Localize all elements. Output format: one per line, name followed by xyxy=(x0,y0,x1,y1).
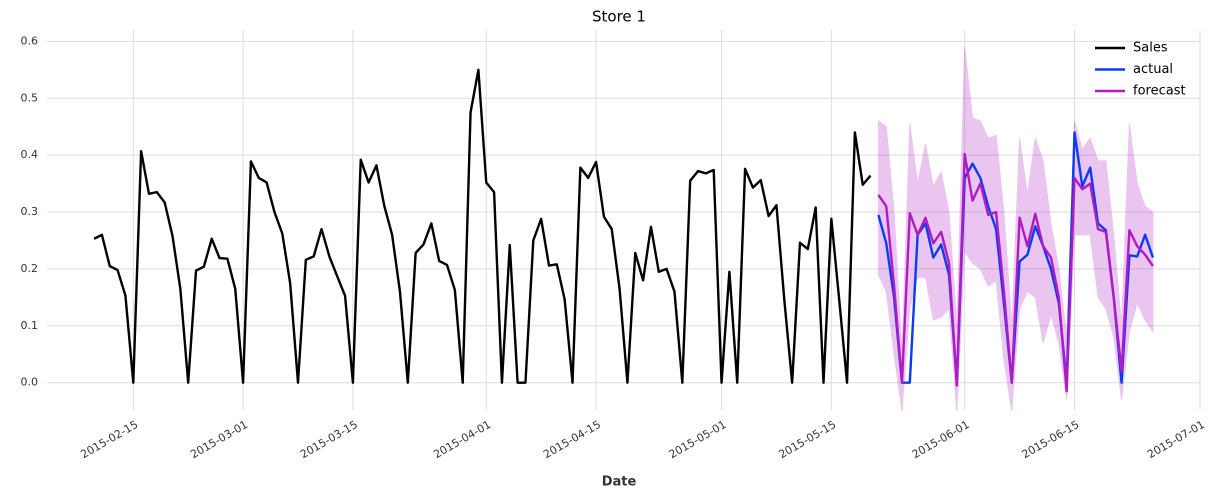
x-tick-label: 2015-03-01 xyxy=(188,418,250,461)
chart-title: Store 1 xyxy=(592,8,646,26)
y-tick-label: 0.4 xyxy=(21,148,39,161)
y-tick-label: 0.6 xyxy=(21,34,39,47)
legend-label: forecast xyxy=(1133,84,1186,99)
y-tick-label: 0.2 xyxy=(21,262,39,275)
x-tick-label: 2015-04-01 xyxy=(431,418,493,461)
series-line xyxy=(877,152,1154,393)
x-tick-label: 2015-07-01 xyxy=(1145,418,1207,461)
x-tick-label: 2015-04-15 xyxy=(541,418,603,461)
x-tick-label: 2015-03-15 xyxy=(298,418,360,461)
y-tick-label: 0.1 xyxy=(21,319,39,332)
legend-label: Sales xyxy=(1133,41,1168,56)
legend-label: actual xyxy=(1133,62,1173,77)
legend: Sales actual forecast xyxy=(1095,41,1186,99)
x-tick-label: 2015-05-01 xyxy=(667,418,729,461)
x-axis-label: Date xyxy=(602,475,637,490)
x-tick-label: 2015-06-01 xyxy=(910,418,972,461)
x-tick-label: 2015-06-15 xyxy=(1020,418,1082,461)
x-tick-label: 2015-05-15 xyxy=(776,418,838,461)
plot-area xyxy=(93,47,1155,412)
y-tick-label: 0.5 xyxy=(21,91,39,104)
y-tick-label: 0.3 xyxy=(21,205,39,218)
series-line xyxy=(93,68,872,384)
y-tick-label: 0.0 xyxy=(21,376,39,389)
x-tick-label: 2015-02-15 xyxy=(78,418,140,461)
